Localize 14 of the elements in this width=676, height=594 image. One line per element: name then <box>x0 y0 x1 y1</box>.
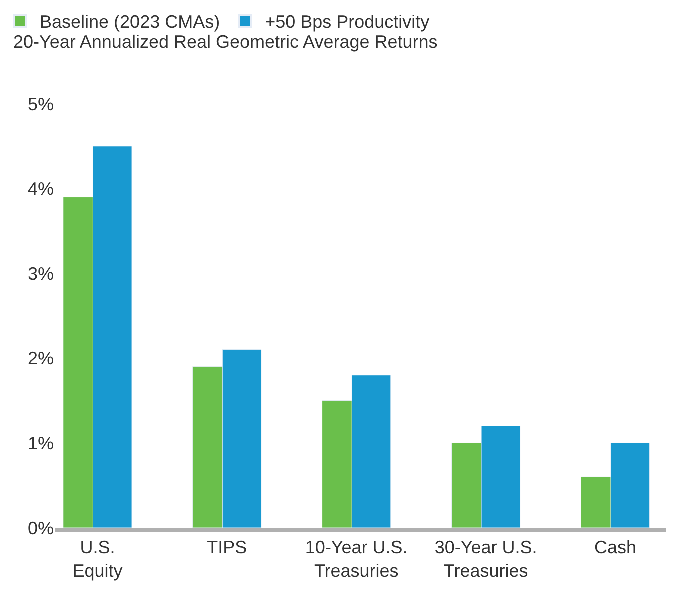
y-tick-label: 4% <box>28 179 54 200</box>
y-tick-label: 5% <box>28 94 54 114</box>
legend-label: +50 Bps Productivity <box>265 12 430 32</box>
y-tick-label: 2% <box>28 348 54 369</box>
x-tick-label: 30-Year U.S. Treasuries <box>434 538 538 581</box>
x-tick-label: TIPS <box>207 538 248 558</box>
y-tick-label: 0% <box>28 518 54 538</box>
y-tick-label: 3% <box>28 264 54 284</box>
y-tick-label: 1% <box>28 434 54 454</box>
chart-title: 20-Year Annualized Real Geometric Average Returns <box>14 32 438 52</box>
x-tick-label: 10-Year U.S. Treasuries <box>305 538 408 581</box>
legend-label: Baseline (2023 CMAs) <box>40 12 220 32</box>
x-tick-label: Cash <box>594 538 637 558</box>
x-tick-label: U.S. Equity <box>72 538 123 581</box>
